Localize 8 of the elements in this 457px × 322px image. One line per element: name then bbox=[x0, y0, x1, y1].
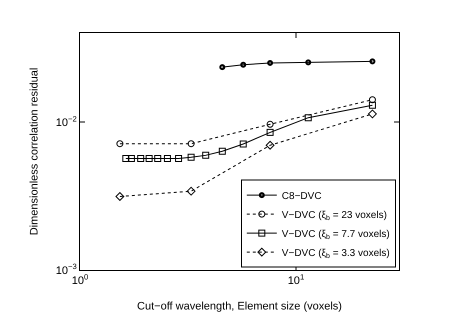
y-tick-label: 10$^{−2}$ bbox=[56, 114, 77, 129]
legend-label: C8−DVC bbox=[282, 191, 322, 202]
legend-label: V−DVC (ξ$_{b}$ = 23 voxels) bbox=[282, 210, 387, 222]
legend-label: V−DVC (ξ$_{b}$ = 7.7 voxels) bbox=[282, 229, 390, 242]
y-axis-title: Dimensionless correlation residual bbox=[28, 68, 40, 236]
x-tick-label: 10$^{1}$ bbox=[288, 272, 304, 288]
legend-label: V−DVC (ξ$_{b}$ = 3.3 voxels) bbox=[282, 248, 390, 260]
x-axis-title: Cut−off wavelength, Element size (voxels) bbox=[137, 300, 342, 312]
